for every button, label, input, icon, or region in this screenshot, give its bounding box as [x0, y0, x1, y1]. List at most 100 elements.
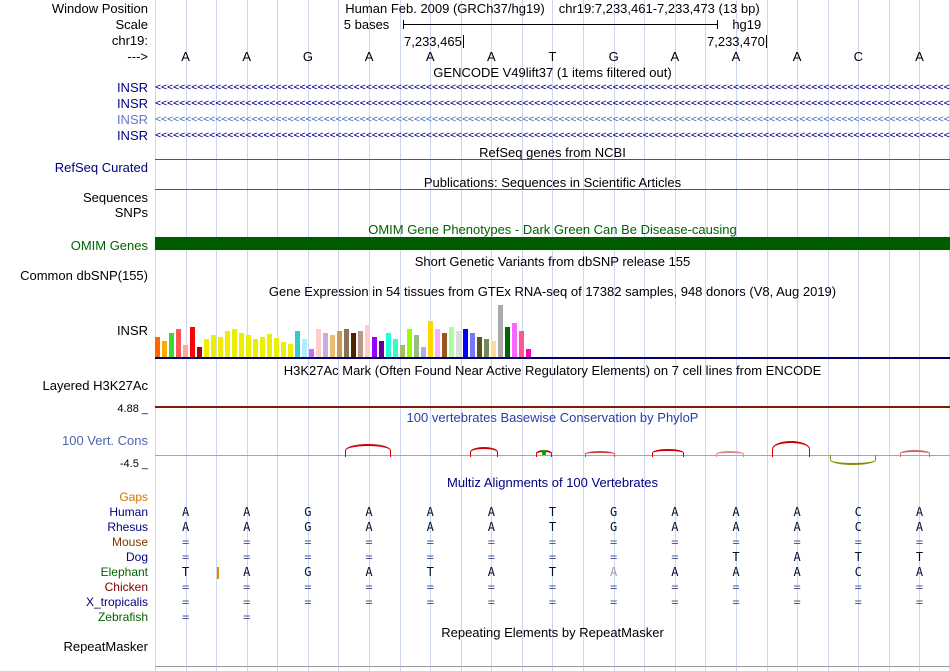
gene-item-insr[interactable]: <<<<<<<<<<<<<<<<<<<<<<<<<<<<<<<<<<<<<<<<…	[155, 82, 950, 93]
gtex-bar[interactable]	[512, 323, 517, 357]
gene-item-insr[interactable]: <<<<<<<<<<<<<<<<<<<<<<<<<<<<<<<<<<<<<<<<…	[155, 114, 950, 125]
gtex-bar[interactable]	[372, 337, 377, 357]
species-label-gaps[interactable]: Gaps	[119, 490, 148, 504]
alignment-row-zebrafish[interactable]: = =	[155, 610, 950, 625]
gtex-bar[interactable]	[316, 329, 321, 357]
gtex-bar[interactable]	[400, 345, 405, 357]
track-label-vert-cons[interactable]: 100 Vert. Cons	[62, 433, 148, 448]
alignment-row-chicken[interactable]: = = = = = = = = = = = = =	[155, 580, 950, 595]
gtex-bar[interactable]	[183, 345, 188, 357]
species-label-elephant[interactable]: Elephant	[100, 565, 148, 579]
alignment-row-gaps[interactable]	[155, 490, 950, 505]
track-label-sequences[interactable]: Sequences	[82, 190, 148, 205]
gtex-bar[interactable]	[211, 335, 216, 357]
gtex-bar[interactable]	[351, 333, 356, 357]
track-label-snps[interactable]: SNPs	[114, 205, 148, 220]
gtex-bar[interactable]	[393, 339, 398, 357]
alignment-row-x-tropicalis[interactable]: = = = = = = = = = = = = =	[155, 595, 950, 610]
alignment-base: =	[915, 580, 924, 594]
base-gridline	[828, 0, 829, 671]
gtex-bar[interactable]	[253, 339, 258, 357]
gtex-bar[interactable]	[358, 331, 363, 357]
gtex-bar[interactable]	[442, 333, 447, 357]
gtex-bar[interactable]	[204, 339, 209, 357]
gtex-bar[interactable]	[470, 333, 475, 357]
gtex-bar[interactable]	[274, 338, 279, 357]
gtex-bar[interactable]	[463, 329, 468, 357]
gtex-bar[interactable]	[428, 321, 433, 357]
species-label-mouse[interactable]: Mouse	[111, 535, 148, 549]
gtex-bar[interactable]	[323, 333, 328, 357]
alignment-row-dog[interactable]: = = = = = = = = = T A T T	[155, 550, 950, 565]
alignment-base: A	[243, 520, 251, 534]
gtex-bar[interactable]	[505, 327, 510, 357]
species-label-dog[interactable]: Dog	[125, 550, 148, 564]
gtex-bar[interactable]	[477, 337, 482, 357]
species-label-human[interactable]: Human	[109, 505, 148, 519]
gtex-bar[interactable]	[295, 331, 300, 357]
gtex-bar[interactable]	[288, 344, 293, 357]
gtex-bar[interactable]	[260, 337, 265, 357]
gtex-bar[interactable]	[365, 325, 370, 357]
gtex-bar[interactable]	[169, 333, 174, 357]
gtex-bar[interactable]	[519, 331, 524, 357]
gtex-bar[interactable]	[386, 333, 391, 357]
gtex-bar-chart[interactable]	[155, 300, 950, 357]
species-label-rhesus[interactable]: Rhesus	[107, 520, 148, 534]
gtex-bar[interactable]	[197, 347, 202, 357]
track-label-insr[interactable]: INSR	[116, 80, 148, 95]
gtex-bar[interactable]	[407, 329, 412, 357]
base-gridline	[644, 0, 645, 671]
alignment-base	[767, 610, 828, 625]
gtex-bar[interactable]	[414, 335, 419, 357]
track-label-insr[interactable]: INSR	[116, 96, 148, 111]
track-label-layered-h3k27ac[interactable]: Layered H3K27Ac	[42, 378, 148, 393]
track-label-insr[interactable]: INSR	[116, 128, 148, 143]
gtex-bar[interactable]	[267, 334, 272, 357]
alignment-row-mouse[interactable]: = = = = = = = = = = = = =	[155, 535, 950, 550]
gtex-bar[interactable]	[330, 335, 335, 357]
gtex-bar[interactable]	[526, 349, 531, 357]
species-label-zebrafish[interactable]: Zebrafish	[97, 610, 148, 624]
gtex-bar[interactable]	[190, 327, 195, 357]
species-label-x-tropicalis[interactable]: X_tropicalis	[85, 595, 148, 609]
gtex-bar[interactable]	[302, 339, 307, 357]
conservation-peak	[345, 444, 391, 457]
gtex-bar[interactable]	[309, 349, 314, 357]
gtex-bar[interactable]	[176, 329, 181, 357]
track-label-omim-genes[interactable]: OMIM Genes	[70, 238, 148, 253]
gene-item-insr[interactable]: <<<<<<<<<<<<<<<<<<<<<<<<<<<<<<<<<<<<<<<<…	[155, 130, 950, 141]
track-label-insr[interactable]: INSR	[116, 112, 148, 127]
base-gridline	[216, 0, 217, 671]
track-label-refseq-curated[interactable]: RefSeq Curated	[54, 160, 148, 175]
base-gridline	[308, 0, 309, 671]
species-label-chicken[interactable]: Chicken	[104, 580, 148, 594]
gtex-bar[interactable]	[162, 341, 167, 357]
track-label-gtex-gene[interactable]: INSR	[116, 323, 148, 338]
gtex-bar[interactable]	[246, 335, 251, 357]
gtex-bar[interactable]	[337, 331, 342, 357]
gtex-bar[interactable]	[379, 341, 384, 357]
gtex-bar[interactable]	[491, 341, 496, 357]
gtex-bar[interactable]	[456, 331, 461, 357]
gtex-bar[interactable]	[421, 347, 426, 357]
gene-item-insr[interactable]: <<<<<<<<<<<<<<<<<<<<<<<<<<<<<<<<<<<<<<<<…	[155, 98, 950, 109]
gtex-bar[interactable]	[155, 337, 160, 357]
gtex-bar[interactable]	[484, 339, 489, 357]
gtex-bar[interactable]	[239, 333, 244, 357]
gtex-bar[interactable]	[435, 329, 440, 357]
gtex-bar[interactable]	[232, 329, 237, 357]
gtex-bar[interactable]	[281, 342, 286, 357]
gtex-bar[interactable]	[225, 331, 230, 357]
gtex-bar[interactable]	[218, 337, 223, 357]
gtex-bar[interactable]	[449, 327, 454, 357]
gtex-bar[interactable]	[344, 329, 349, 357]
gtex-bar[interactable]	[498, 305, 503, 357]
track-label-repeatmasker[interactable]: RepeatMasker	[63, 639, 148, 654]
track-label-common-dbsnp[interactable]: Common dbSNP(155)	[20, 268, 148, 283]
omim-gene-bar[interactable]	[155, 237, 950, 250]
